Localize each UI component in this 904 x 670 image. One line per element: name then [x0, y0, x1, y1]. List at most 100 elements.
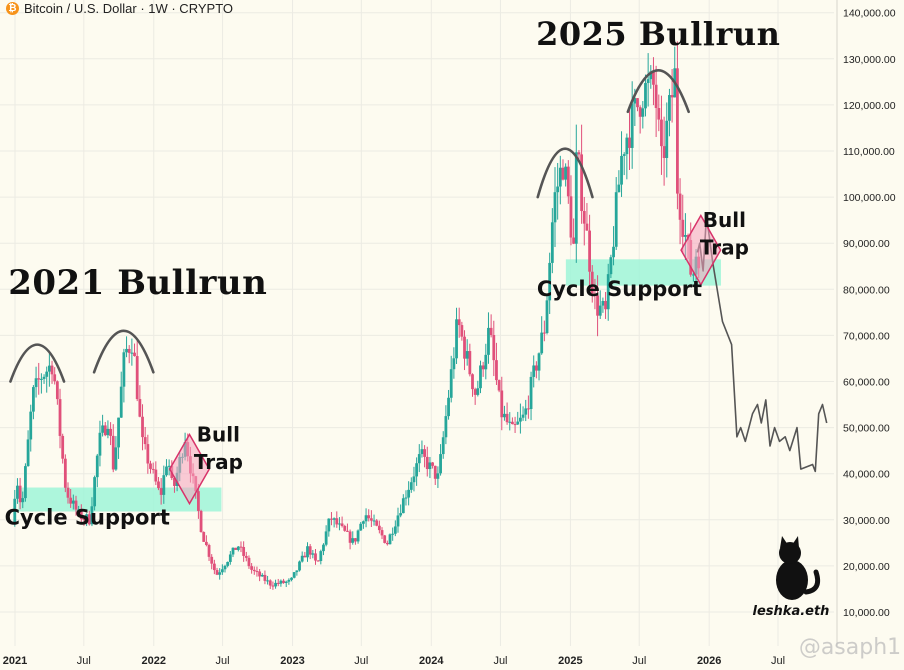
candle-body — [125, 348, 128, 353]
candle-body — [157, 481, 160, 489]
candle-body — [239, 546, 243, 548]
candle-body — [348, 531, 352, 543]
candle-body — [529, 376, 533, 410]
candle-body — [268, 580, 272, 586]
candle-body — [633, 98, 637, 104]
x-tick-label: 2022 — [142, 655, 166, 667]
y-tick-label: 90,000.00 — [843, 238, 890, 250]
candle-body — [77, 509, 81, 511]
candle-body — [207, 545, 211, 557]
candle-body — [167, 465, 171, 467]
candle-body — [340, 523, 344, 526]
candle-body — [85, 514, 89, 520]
candle-body — [119, 386, 123, 418]
candle-body — [87, 514, 91, 525]
candle-body — [612, 246, 615, 258]
y-tick-label: 50,000.00 — [843, 423, 890, 435]
candle-body — [255, 571, 259, 573]
candle-body — [614, 192, 618, 247]
candle-body — [593, 293, 597, 296]
candle-body — [604, 300, 607, 310]
candle-body — [383, 535, 387, 543]
candle-body — [652, 71, 655, 85]
x-tick-label: Jul — [771, 655, 785, 667]
candle-body — [553, 192, 557, 223]
candle-body — [114, 447, 118, 470]
candle-body — [197, 491, 200, 511]
candle-body — [290, 577, 293, 580]
candle-body — [481, 365, 485, 370]
candle-body — [218, 572, 222, 575]
candle-body — [550, 222, 554, 263]
candle-body — [130, 352, 134, 354]
candle-body — [508, 421, 512, 423]
candle-body — [98, 432, 102, 456]
candle-body — [228, 554, 232, 562]
candle-body — [665, 120, 669, 158]
candle-body — [399, 513, 403, 516]
candle-body — [202, 532, 206, 542]
candle-body — [18, 485, 22, 503]
candle-body — [542, 332, 546, 334]
x-tick-label: Jul — [354, 655, 368, 667]
x-tick-label: 2023 — [280, 655, 304, 667]
candle-body — [484, 354, 488, 370]
candle-body — [420, 449, 424, 455]
candle-body — [367, 515, 371, 519]
candle-body — [260, 574, 264, 577]
candle-body — [154, 469, 158, 482]
candle-body — [330, 518, 333, 520]
candle-body — [21, 498, 25, 503]
candle-body — [204, 541, 208, 546]
candle-body — [375, 520, 379, 526]
candle-body — [292, 572, 296, 578]
y-tick-label: 120,000.00 — [843, 100, 896, 112]
candle-body — [521, 414, 525, 418]
x-tick-label: 2025 — [558, 655, 582, 667]
cycle-top-arc — [92, 329, 155, 374]
annotation-label: Cycle Support — [5, 505, 170, 529]
candle-body — [314, 553, 317, 561]
candle-body — [55, 381, 59, 400]
x-tick-label: 2026 — [697, 655, 721, 667]
candle-body — [279, 580, 283, 584]
candle-body — [606, 274, 610, 310]
candle-body — [61, 435, 65, 459]
y-tick-label: 60,000.00 — [843, 377, 890, 389]
annotation-label: Bull — [197, 422, 240, 446]
candle-body — [431, 462, 434, 466]
candle-body — [106, 428, 110, 436]
candle-body — [165, 466, 168, 476]
candle-body — [250, 566, 254, 570]
candle-body — [109, 428, 112, 436]
candle-body — [284, 581, 288, 583]
candle-body — [417, 454, 421, 464]
cycle-top-arc — [536, 147, 594, 199]
candle-body — [628, 137, 631, 148]
candle-body — [29, 411, 33, 440]
candle-body — [457, 319, 461, 326]
candle-body — [532, 365, 536, 377]
candle-body — [564, 166, 568, 180]
candle-body — [625, 137, 629, 155]
candle-body — [346, 530, 349, 532]
candle-body — [630, 103, 634, 148]
candle-body — [423, 449, 427, 457]
candle-body — [24, 466, 27, 499]
candle-body — [42, 376, 46, 379]
candle-body — [590, 271, 594, 294]
candle-body — [364, 515, 368, 522]
candle-body — [654, 84, 658, 109]
candle-body — [492, 335, 496, 361]
source-watermark: @asaph1 — [799, 635, 901, 660]
candle-body — [511, 421, 514, 425]
candle-body — [580, 154, 584, 212]
candle-body — [103, 425, 107, 436]
candle-body — [159, 488, 163, 495]
candle-body — [162, 475, 166, 495]
candle-body — [471, 374, 474, 390]
candle-body — [306, 546, 309, 558]
candle-body — [58, 399, 62, 436]
candle-body — [266, 580, 269, 582]
